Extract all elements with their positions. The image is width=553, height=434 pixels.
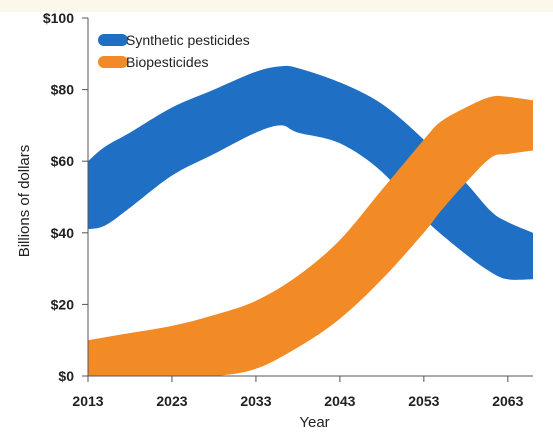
legend-label: Synthetic pesticides — [126, 32, 250, 48]
y-tick-label: $0 — [58, 368, 74, 384]
y-tick-labels: $0 $20 $40 $60 $80 $100 — [43, 10, 74, 384]
x-tick-label: 2023 — [156, 393, 187, 409]
x-tick-label: 2043 — [324, 393, 355, 409]
y-tick-label: $40 — [51, 225, 75, 241]
x-tick-label: 2033 — [240, 393, 271, 409]
legend-swatch — [98, 56, 128, 68]
y-tick-label: $20 — [51, 296, 75, 312]
legend-swatch — [98, 34, 128, 46]
x-tick-labels: 2013 2023 2033 2043 2053 2063 — [72, 393, 523, 409]
x-tick-label: 2063 — [492, 393, 523, 409]
x-tick-label: 2013 — [72, 393, 103, 409]
series-band-bio — [88, 95, 533, 377]
legend-label: Biopesticides — [126, 54, 209, 70]
y-axis-title: Billions of dollars — [16, 145, 33, 258]
axis-ticks — [82, 17, 509, 382]
x-axis-title: Year — [299, 414, 329, 431]
legend: Synthetic pesticides Biopesticides — [98, 32, 250, 70]
series-band-synthetic — [88, 65, 533, 280]
top-border — [0, 0, 553, 12]
y-tick-label: $80 — [51, 82, 75, 98]
y-tick-label: $60 — [51, 153, 75, 169]
y-tick-label: $100 — [43, 10, 74, 26]
x-tick-label: 2053 — [408, 393, 439, 409]
data-bands — [88, 65, 533, 377]
